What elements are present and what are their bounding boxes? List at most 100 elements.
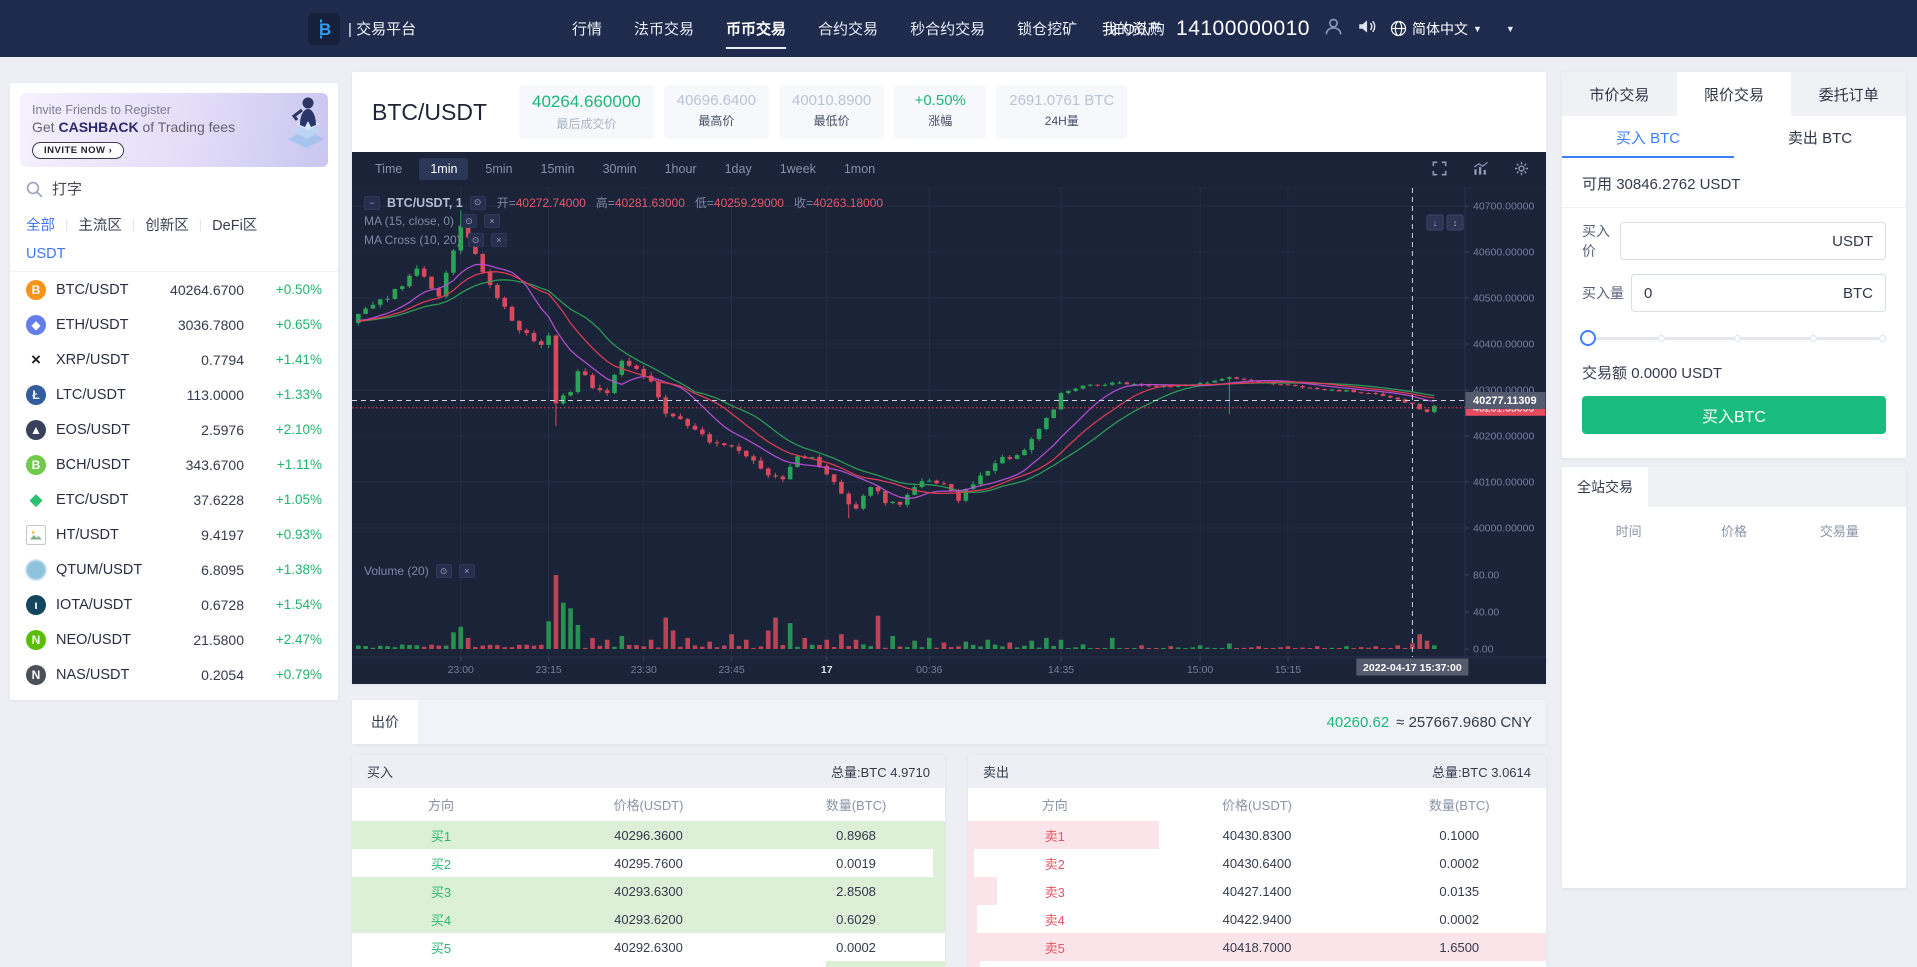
list-item-NEO/USDT[interactable]: N NEO/USDT 21.5800 +2.47%: [10, 622, 338, 657]
table-row[interactable]: 买4 40293.6200 0.6029: [352, 905, 945, 933]
list-item-BCH/USDT[interactable]: B BCH/USDT 343.6700 +1.11%: [10, 447, 338, 482]
sidebar-tab-创新区[interactable]: 创新区: [145, 218, 189, 234]
amount-slider[interactable]: [1580, 330, 1886, 346]
list-item-HT/USDT[interactable]: HT/USDT 9.4197 +0.93%: [10, 517, 338, 552]
quote-tab[interactable]: 出价: [352, 700, 418, 744]
order-direction: 买1: [430, 828, 452, 844]
fullscreen-icon[interactable]: [1431, 160, 1448, 182]
amount-field[interactable]: BTC: [1631, 274, 1886, 312]
coin-change: +1.05%: [275, 492, 322, 507]
coin-icon: Ł: [26, 384, 46, 405]
kline-chart[interactable]: Time 1min 5min 15min 30min 1hour 1day 1week 1mon: [352, 152, 1546, 684]
svg-text:40600.00000: 40600.00000: [1473, 247, 1534, 259]
tab-委托订单[interactable]: 委托订单: [1818, 86, 1879, 104]
timeframe-5min[interactable]: 5min: [485, 161, 513, 176]
list-item-XRP/USDT[interactable]: × XRP/USDT 0.7794 +1.41%: [10, 342, 338, 377]
close-icon[interactable]: ×: [458, 564, 475, 578]
list-item-QTUM/USDT[interactable]: QTUM/USDT 6.8095 +1.38%: [10, 552, 338, 587]
list-item-NAS/USDT[interactable]: N NAS/USDT 0.2054 +0.79%: [10, 657, 338, 692]
assets-label[interactable]: 我的资产: [1102, 21, 1163, 38]
table-row[interactable]: 买1 40296.3600 0.8968: [352, 821, 945, 849]
navbar-right: 我的资产 14100000010 简体中文 ▼: [1102, 0, 1515, 57]
price-input[interactable]: [1633, 232, 1833, 250]
nav-item-锁仓挖矿[interactable]: 锁仓挖矿: [1017, 21, 1078, 38]
tab-限价交易[interactable]: 限价交易: [1676, 72, 1792, 116]
pair-title: BTC/USDT: [372, 98, 487, 125]
order-price: 40418.7000: [1222, 939, 1292, 955]
table-row[interactable]: 买2 40295.7600 0.0019: [352, 849, 945, 877]
table-row[interactable]: 买3 40293.6300 2.8508: [352, 877, 945, 905]
nav-item-IEO认购[interactable]: IEO认购: [1109, 21, 1165, 38]
timeframe-15min[interactable]: 15min: [540, 161, 575, 176]
close-icon[interactable]: ×: [484, 214, 501, 228]
order-price: 40293.6200: [614, 911, 683, 927]
side-tab-买入 BTC[interactable]: 买入 BTC: [1562, 116, 1734, 158]
table-row[interactable]: 卖3 40427.1400 0.0135: [968, 877, 1546, 905]
table-row[interactable]: 卖5 40418.7000 1.6500: [968, 933, 1546, 961]
column-header: 交易量: [1819, 524, 1859, 539]
slider-dot[interactable]: [1658, 335, 1665, 342]
table-row[interactable]: [352, 961, 945, 967]
order-price: 40427.1400: [1222, 883, 1292, 899]
invite-now-button[interactable]: INVITE NOW ›: [32, 142, 125, 159]
table-row[interactable]: [968, 961, 1546, 967]
depth-bar: [968, 933, 1546, 961]
gear-icon[interactable]: ⊙: [469, 195, 486, 210]
gear-icon[interactable]: ⊙: [467, 233, 484, 247]
gear-icon[interactable]: [1513, 160, 1530, 182]
kline-canvas[interactable]: 40700.00000 40600.00000 40500.00000 40400.0…: [352, 152, 1546, 684]
buy-submit-button[interactable]: 买入BTC: [1582, 396, 1886, 434]
list-item-EOS/USDT[interactable]: ▲ EOS/USDT 2.5976 +2.10%: [10, 412, 338, 447]
timeframe-1week[interactable]: 1week: [779, 161, 816, 176]
list-item-IOTA/USDT[interactable]: ι IOTA/USDT 0.6728 +1.54%: [10, 587, 338, 622]
list-item-BTC/USDT[interactable]: B BTC/USDT 40264.6700 +0.50%: [10, 272, 338, 307]
indicators-icon[interactable]: [1472, 160, 1489, 182]
invite-banner[interactable]: Invite Friends to Register Get CASHBACK …: [20, 93, 328, 167]
language-selector[interactable]: 简体中文 ▼: [1390, 19, 1482, 39]
tab-市价交易[interactable]: 市价交易: [1589, 86, 1650, 104]
timeframe-30min[interactable]: 30min: [602, 161, 637, 176]
table-row[interactable]: 卖4 40422.9400 0.0002: [968, 905, 1546, 933]
chevron-down-icon[interactable]: ▼: [1505, 23, 1515, 34]
sidebar-tab-全部[interactable]: 全部: [26, 218, 55, 234]
list-item-ETH/USDT[interactable]: ◆ ETH/USDT 3036.7800 +0.65%: [10, 307, 338, 342]
slider-dot[interactable]: [1879, 335, 1886, 342]
nav-item-法币交易[interactable]: 法币交易: [634, 21, 695, 38]
list-item-ETC/USDT[interactable]: ◆ ETC/USDT 37.6228 +1.05%: [10, 482, 338, 517]
user-icon[interactable]: [1324, 17, 1343, 41]
price-field[interactable]: USDT: [1620, 222, 1886, 260]
timeframe-1hour[interactable]: 1hour: [664, 161, 697, 176]
site-trades-tab[interactable]: 全站交易: [1562, 467, 1648, 507]
speaker-icon[interactable]: [1357, 18, 1376, 40]
nav-item-秒合约交易[interactable]: 秒合约交易: [910, 21, 986, 38]
gear-icon[interactable]: ⊙: [435, 564, 452, 578]
nav-item-行情[interactable]: 行情: [572, 21, 603, 38]
sidebar-tab-主流区[interactable]: 主流区: [78, 218, 122, 234]
svg-text:23:45: 23:45: [718, 664, 744, 676]
timeframe-1mon[interactable]: 1mon: [843, 161, 876, 176]
amount-input[interactable]: [1644, 284, 1843, 302]
sidebar-tab-DeFi区[interactable]: DeFi区: [212, 218, 258, 234]
table-row[interactable]: 买5 40292.6300 0.0002: [352, 933, 945, 961]
collapse-icon[interactable]: −: [364, 195, 380, 210]
close-icon[interactable]: ×: [490, 233, 507, 247]
list-item-LTC/USDT[interactable]: Ł LTC/USDT 113.0000 +1.33%: [10, 377, 338, 412]
slider-dot[interactable]: [1734, 335, 1741, 342]
svg-text:40400.00000: 40400.00000: [1473, 339, 1534, 351]
slider-handle[interactable]: [1580, 330, 1596, 346]
quote-currency-tab[interactable]: USDT: [10, 235, 338, 272]
timeframe-1min[interactable]: 1min: [419, 157, 469, 180]
nav-item-合约交易[interactable]: 合约交易: [818, 21, 879, 38]
side-tab-卖出 BTC[interactable]: 卖出 BTC: [1787, 129, 1853, 147]
timeframe-Time[interactable]: Time: [375, 161, 403, 176]
logo[interactable]: B | 交易平台: [308, 0, 416, 57]
nav-item-币币交易[interactable]: 币币交易: [724, 12, 788, 49]
search-input[interactable]: [52, 181, 322, 198]
gear-icon[interactable]: ⊙: [461, 214, 478, 228]
slider-dot[interactable]: [1810, 335, 1817, 342]
market-stat: 40264.660000 最后成交价: [519, 85, 654, 139]
table-row[interactable]: 卖1 40430.8300 0.1000: [968, 821, 1546, 849]
timeframe-1day[interactable]: 1day: [724, 161, 752, 176]
table-row[interactable]: 卖2 40430.6400 0.0002: [968, 849, 1546, 877]
